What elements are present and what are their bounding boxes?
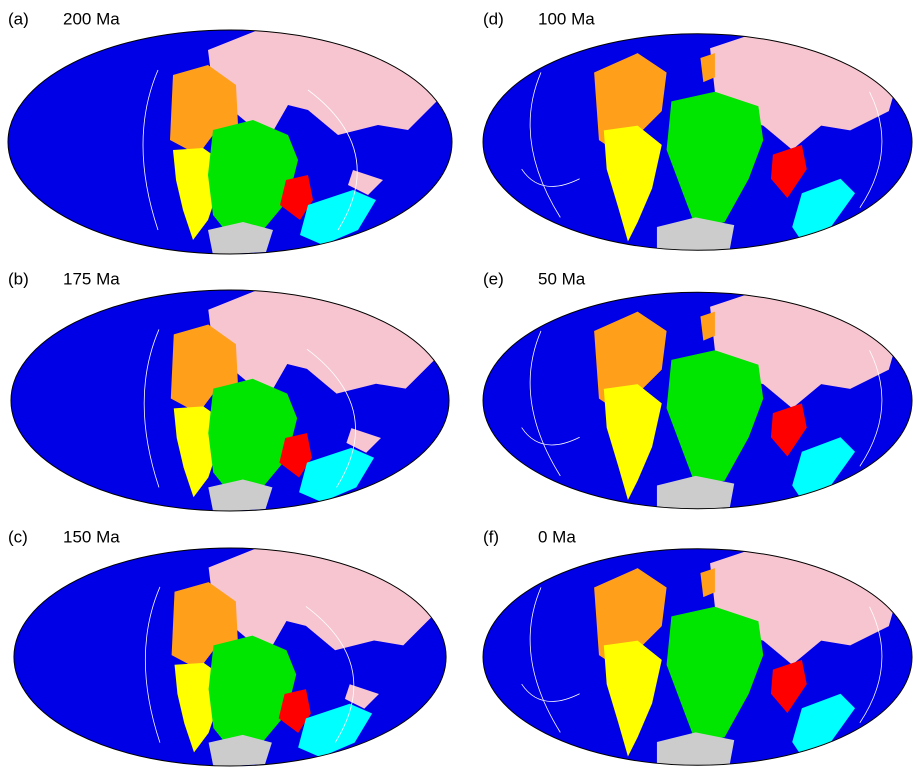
panel-label: (b) bbox=[8, 269, 29, 288]
panel-label: (f) bbox=[483, 527, 499, 546]
map bbox=[11, 290, 449, 512]
panel-age: 50 Ma bbox=[538, 269, 586, 288]
map bbox=[483, 549, 912, 766]
map bbox=[8, 30, 452, 255]
panel-age: 0 Ma bbox=[538, 527, 576, 546]
panel-label: (c) bbox=[8, 527, 28, 546]
page: (a) 200 Ma (b) 175 Ma (c) 150 Ma (d) 100 Ma (e) 5… bbox=[0, 0, 917, 767]
panel-age: 200 Ma bbox=[63, 9, 120, 28]
figure: (a) 200 Ma (b) 175 Ma (c) 150 Ma (d) 100 Ma (e) 5… bbox=[0, 0, 917, 767]
panel-age: 100 Ma bbox=[538, 9, 595, 28]
map bbox=[14, 548, 446, 767]
panel-age: 175 Ma bbox=[63, 269, 120, 288]
map bbox=[483, 292, 912, 509]
panel-label: (d) bbox=[483, 9, 504, 28]
panel-label: (a) bbox=[8, 9, 29, 28]
panel-age: 150 Ma bbox=[63, 527, 120, 546]
map bbox=[483, 34, 912, 251]
panel-label: (e) bbox=[483, 269, 504, 288]
